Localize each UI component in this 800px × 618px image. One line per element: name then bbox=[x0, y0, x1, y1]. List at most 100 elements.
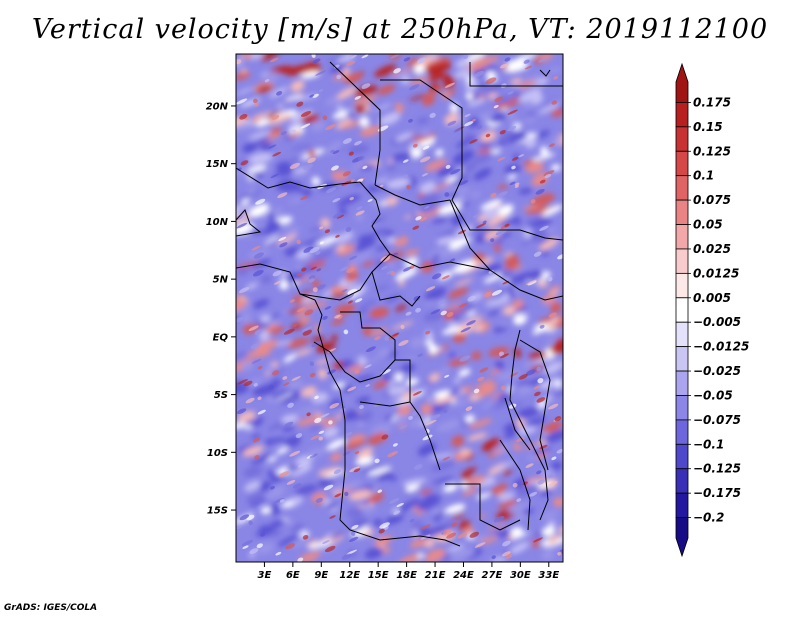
field-streak bbox=[473, 388, 480, 394]
field-patch bbox=[537, 280, 549, 288]
field-patch bbox=[289, 523, 305, 532]
colorbar-swatch bbox=[675, 419, 689, 445]
field-patch bbox=[354, 375, 376, 382]
field-patch bbox=[307, 237, 326, 244]
field-streak bbox=[485, 133, 491, 138]
field-patch bbox=[510, 78, 523, 85]
field-patch bbox=[395, 268, 418, 281]
field-streak bbox=[533, 537, 543, 543]
field-patch bbox=[479, 514, 486, 519]
field-patch bbox=[542, 204, 563, 217]
field-streak bbox=[365, 384, 370, 387]
field-streak bbox=[474, 542, 486, 548]
field-patch bbox=[267, 456, 278, 463]
field-streak bbox=[355, 298, 363, 303]
field-streak bbox=[252, 269, 264, 277]
colorbar-label: 0.15 bbox=[693, 120, 723, 134]
field-patch bbox=[546, 349, 554, 359]
field-patch bbox=[302, 301, 328, 310]
field-streak bbox=[329, 402, 340, 409]
field-patch bbox=[260, 314, 271, 324]
field-patch bbox=[299, 316, 311, 325]
field-patch bbox=[305, 447, 328, 458]
field-patch bbox=[540, 511, 558, 520]
y-tick-label: 5N bbox=[213, 275, 229, 286]
field-patch bbox=[484, 82, 502, 94]
colorbar-swatch bbox=[675, 126, 689, 152]
field-patch bbox=[489, 67, 502, 73]
field-streak bbox=[351, 531, 356, 536]
field-streak bbox=[315, 497, 323, 503]
field-patch bbox=[455, 135, 477, 149]
field-patch bbox=[551, 461, 563, 471]
field-patch bbox=[346, 507, 364, 518]
field-streak bbox=[297, 307, 306, 313]
field-streak bbox=[343, 431, 353, 437]
colorbar-swatch bbox=[675, 297, 689, 323]
plot-area bbox=[235, 53, 564, 563]
field-patch bbox=[295, 264, 303, 271]
y-tick-label: EQ bbox=[213, 332, 229, 343]
field-streak bbox=[422, 145, 430, 150]
field-patch bbox=[521, 240, 529, 246]
field-patch bbox=[281, 501, 294, 507]
field-streak bbox=[301, 267, 307, 272]
field-streak bbox=[537, 479, 545, 485]
field-patch bbox=[320, 218, 331, 229]
field-streak bbox=[460, 327, 471, 333]
field-streak bbox=[432, 273, 442, 280]
field-streak bbox=[430, 309, 441, 315]
field-patch bbox=[458, 163, 477, 174]
field-streak bbox=[539, 444, 548, 450]
field-patch bbox=[288, 197, 303, 204]
field-patch bbox=[355, 237, 377, 252]
field-patch bbox=[300, 70, 320, 79]
field-patch bbox=[404, 249, 420, 256]
field-streak bbox=[289, 299, 295, 303]
field-patch bbox=[361, 355, 383, 368]
field-streak bbox=[248, 325, 259, 332]
field-patch bbox=[491, 527, 503, 534]
field-patch bbox=[369, 307, 390, 319]
field-streak bbox=[315, 70, 327, 76]
field-streak bbox=[400, 324, 405, 330]
field-patch bbox=[430, 461, 455, 472]
field-patch bbox=[490, 391, 506, 399]
field-patch bbox=[445, 175, 458, 183]
field-patch bbox=[513, 91, 522, 97]
field-patch bbox=[311, 176, 320, 186]
country-border bbox=[371, 271, 421, 307]
field-streak bbox=[548, 403, 559, 410]
field-patch bbox=[290, 144, 313, 151]
country-borders bbox=[236, 61, 563, 547]
field-streak bbox=[238, 287, 250, 294]
x-axis: 3E 6E 9E 12E 15E 18E 21E 24E 27E 30E 33E bbox=[258, 562, 559, 581]
field-streak bbox=[511, 165, 516, 170]
field-streak bbox=[252, 437, 260, 443]
field-streak bbox=[523, 59, 530, 64]
field-patch bbox=[250, 495, 271, 508]
field-patch bbox=[419, 489, 433, 495]
field-streak bbox=[273, 497, 285, 504]
field-patch bbox=[421, 384, 430, 392]
x-tick-label: 3E bbox=[258, 570, 272, 581]
field-patch bbox=[282, 181, 301, 193]
x-tick-label: 27E bbox=[482, 570, 503, 581]
field-patch bbox=[421, 403, 433, 415]
field-patch bbox=[236, 123, 259, 132]
field-streak bbox=[312, 93, 319, 98]
field-streak bbox=[309, 94, 315, 98]
field-patch bbox=[518, 88, 542, 103]
field-patch bbox=[448, 388, 461, 397]
field-patch bbox=[362, 261, 375, 267]
field-patch bbox=[426, 62, 452, 74]
field-patch bbox=[454, 319, 470, 328]
field-patch bbox=[260, 54, 281, 62]
y-tick-label: 10S bbox=[207, 448, 228, 459]
field-patch bbox=[490, 110, 510, 124]
field-patch bbox=[244, 480, 261, 492]
field-streak bbox=[557, 254, 563, 260]
field-patch bbox=[526, 111, 535, 117]
field-streak bbox=[525, 463, 534, 468]
field-patch bbox=[549, 301, 562, 313]
